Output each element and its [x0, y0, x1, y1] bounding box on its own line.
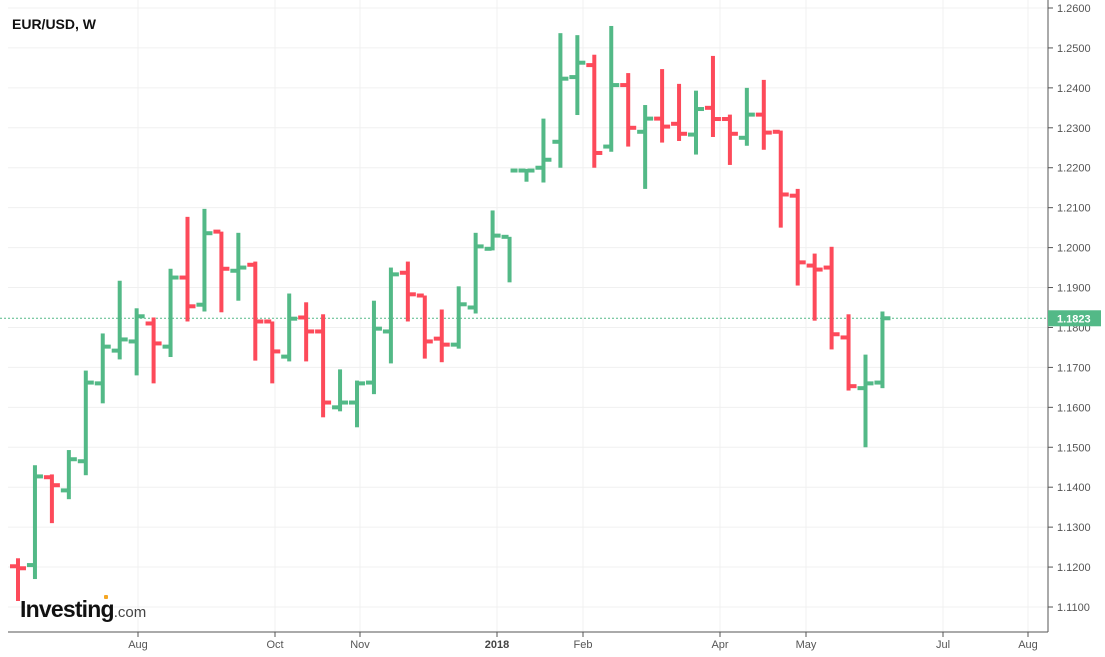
current-price-tag: 1.1823 — [1048, 310, 1101, 327]
ohlc-bar[interactable] — [789, 188, 806, 286]
ohlc-bar[interactable] — [382, 267, 399, 364]
ohlc-bar[interactable] — [247, 261, 264, 361]
ohlc-bar[interactable] — [467, 232, 484, 314]
ohlc-bar[interactable] — [128, 308, 145, 376]
y-tick-label: 1.1400 — [1057, 482, 1091, 494]
ohlc-bar[interactable] — [111, 280, 128, 360]
x-tick-label: Oct — [266, 639, 283, 651]
ohlc-bar[interactable] — [552, 33, 569, 168]
y-tick-label: 1.1200 — [1057, 562, 1091, 574]
ohlc-bar[interactable] — [332, 369, 349, 412]
ohlc-bar[interactable] — [315, 314, 332, 418]
ohlc-bar[interactable] — [10, 558, 26, 602]
y-tick-label: 1.1600 — [1057, 402, 1091, 414]
investing-logo: Investing.com — [20, 595, 147, 623]
logo-suffix: .com — [113, 604, 147, 621]
x-tick-label: Nov — [350, 639, 370, 651]
y-tick-label: 1.2300 — [1057, 123, 1091, 135]
x-tick-label: Aug — [1018, 639, 1038, 651]
ohlc-bar[interactable] — [281, 293, 298, 362]
ohlc-bar[interactable] — [721, 114, 738, 165]
price-bars — [10, 25, 891, 602]
chart-title: EUR/USD, W — [12, 16, 96, 32]
ohlc-bar[interactable] — [179, 216, 196, 322]
ohlc-bar[interactable] — [586, 54, 603, 168]
ohlc-bar[interactable] — [654, 69, 671, 143]
x-tick-label: Jul — [936, 639, 950, 651]
ohlc-bar[interactable] — [94, 333, 111, 404]
ohlc-bar[interactable] — [416, 293, 433, 359]
ohlc-bar[interactable] — [569, 35, 586, 116]
ohlc-bar[interactable] — [620, 73, 637, 147]
ohlc-bar[interactable] — [518, 168, 535, 182]
ohlc-bar[interactable] — [399, 261, 416, 322]
ohlc-bar[interactable] — [264, 319, 281, 384]
ohlc-bar[interactable] — [43, 474, 60, 524]
x-tick-label: Aug — [128, 639, 148, 651]
x-axis: Aug Oct Nov 2018 Feb Apr May Jul Aug — [128, 632, 1038, 651]
y-tick-label: 1.2600 — [1057, 3, 1091, 15]
ohlc-bar[interactable] — [857, 354, 874, 448]
x-tick-label: Feb — [574, 639, 593, 651]
y-tick-label: 1.1900 — [1057, 283, 1091, 295]
ohlc-bar[interactable] — [806, 253, 823, 321]
ohlc-bar[interactable] — [60, 450, 77, 500]
ohlc-bar[interactable] — [637, 105, 654, 189]
x-tick-label: May — [796, 639, 817, 651]
ohlc-bar[interactable] — [874, 311, 891, 389]
ohlc-bar[interactable] — [823, 246, 840, 350]
y-tick-label: 1.1300 — [1057, 522, 1091, 534]
ohlc-bar[interactable] — [738, 87, 755, 146]
ohlc-bar[interactable] — [26, 465, 43, 580]
x-tick-label: Apr — [711, 639, 728, 651]
ohlc-bar[interactable] — [603, 25, 620, 152]
y-tick-label: 1.2000 — [1057, 243, 1091, 255]
x-tick-label: 2018 — [485, 639, 509, 651]
ohlc-bar[interactable] — [484, 210, 501, 251]
ohlc-bar[interactable] — [230, 232, 247, 301]
ohlc-bar[interactable] — [365, 300, 382, 395]
y-tick-label: 1.2200 — [1057, 163, 1091, 175]
y-tick-label: 1.2500 — [1057, 43, 1091, 55]
ohlc-bar[interactable] — [162, 268, 179, 358]
ohlc-bar[interactable] — [755, 79, 772, 150]
ohlc-bar[interactable] — [704, 55, 721, 137]
ohlc-bar[interactable] — [213, 229, 230, 313]
ohlc-bar[interactable] — [450, 286, 467, 349]
ohlc-bar[interactable] — [145, 317, 162, 384]
ohlc-bar[interactable] — [298, 302, 315, 362]
ohlc-bar[interactable] — [77, 370, 94, 476]
ohlc-bar[interactable] — [535, 118, 552, 183]
ohlc-bar[interactable] — [840, 314, 857, 391]
y-tick-label: 1.1700 — [1057, 362, 1091, 374]
ohlc-bar[interactable] — [433, 309, 450, 363]
ohlc-bar[interactable] — [501, 168, 518, 283]
ohlc-bar[interactable] — [671, 83, 688, 141]
ohlc-bar[interactable] — [196, 208, 213, 312]
grid-lines — [8, 0, 1048, 632]
y-axis: 1.2600 1.2500 1.2400 1.2300 1.2200 1.2100 1.20… — [1048, 3, 1091, 614]
ohlc-bar[interactable] — [772, 129, 789, 228]
y-tick-label: 1.1100 — [1057, 602, 1090, 614]
y-tick-label: 1.1500 — [1057, 442, 1091, 454]
y-tick-label: 1.2100 — [1057, 203, 1091, 215]
svg-text:1.1823: 1.1823 — [1057, 313, 1091, 325]
ohlc-bar[interactable] — [349, 380, 365, 428]
ohlc-bar[interactable] — [688, 90, 704, 155]
logo-main: Investing — [20, 596, 115, 622]
y-tick-label: 1.2400 — [1057, 83, 1091, 95]
logo-dot-icon — [104, 595, 108, 599]
